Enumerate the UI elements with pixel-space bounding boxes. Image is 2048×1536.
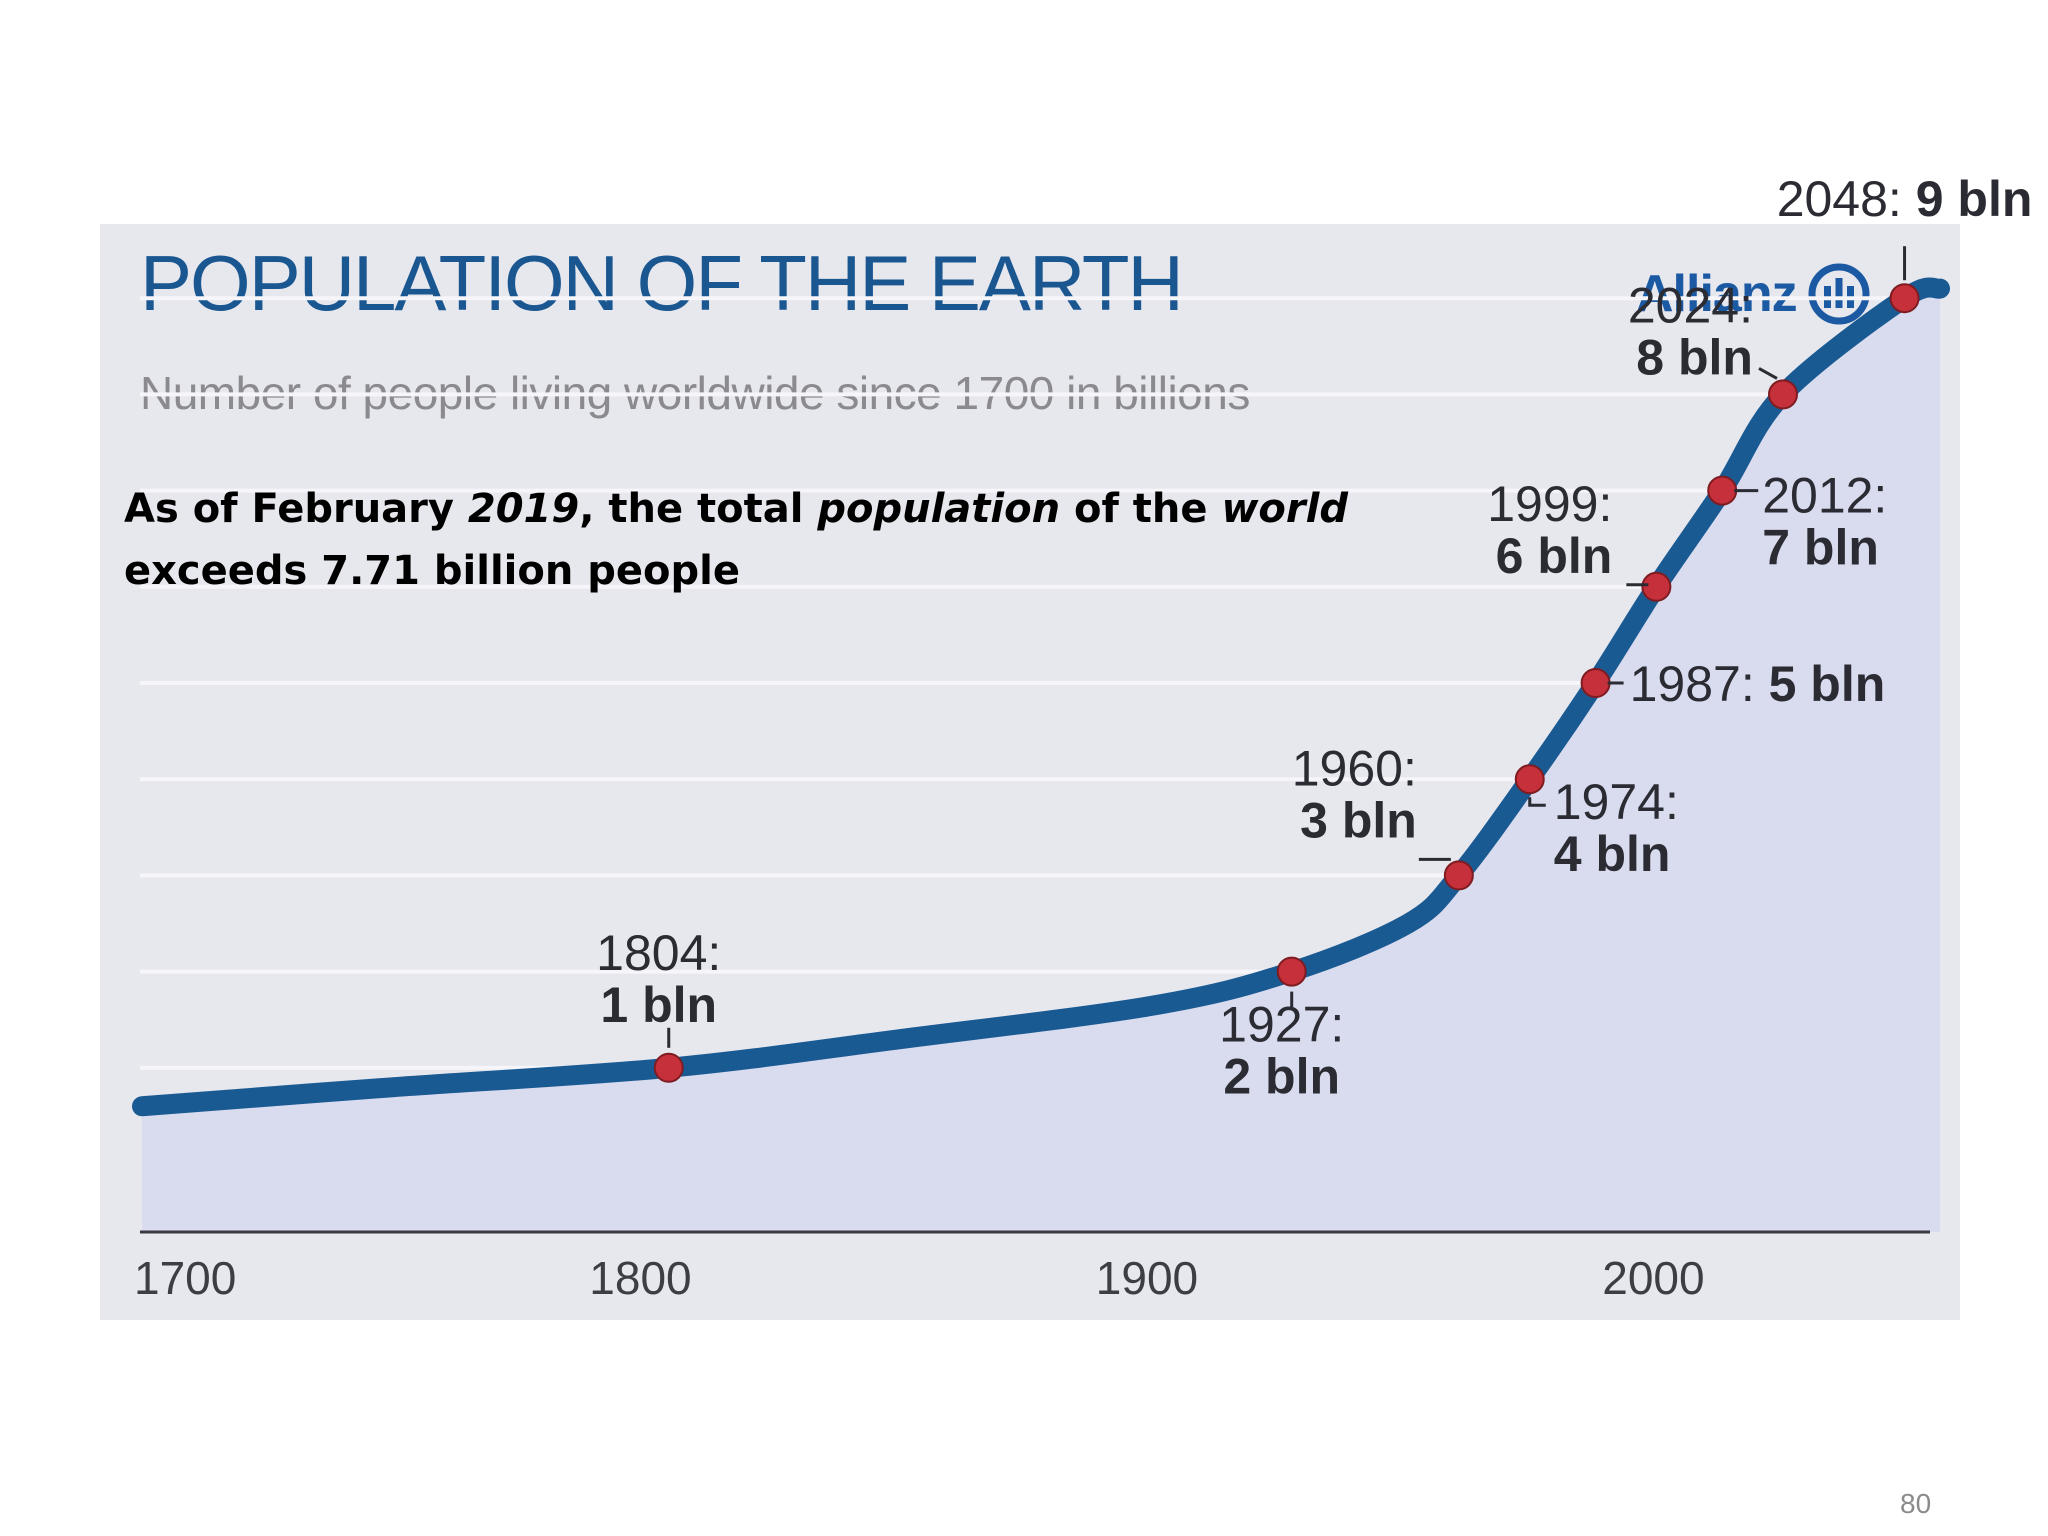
milestone-marker bbox=[655, 1054, 683, 1082]
x-tick-label: 1700 bbox=[134, 1252, 236, 1304]
note-part: of the bbox=[1060, 486, 1221, 532]
note-part: world bbox=[1221, 486, 1348, 532]
milestone-value: 1 bln bbox=[600, 977, 717, 1033]
milestone-marker bbox=[1769, 380, 1797, 408]
note-part: population bbox=[817, 486, 1060, 532]
milestone-marker bbox=[1278, 958, 1306, 986]
note-part: exceeds 7.71 billion people bbox=[124, 548, 740, 594]
milestone-year: 1960: bbox=[1292, 740, 1417, 796]
milestone-year: 1927: bbox=[1219, 997, 1344, 1053]
x-axis-ticks: 1700 1800 1900 2000 bbox=[134, 1252, 1705, 1304]
milestone-marker bbox=[1582, 669, 1610, 697]
note-part: As of February bbox=[124, 486, 468, 532]
milestone-marker bbox=[1891, 284, 1919, 312]
milestone-label: 1987: 5 bln bbox=[1630, 656, 1886, 712]
milestone-year: 1974: bbox=[1554, 774, 1679, 830]
milestone-label: 2048: 9 bln bbox=[1777, 171, 2033, 227]
milestone-year: 1987: bbox=[1630, 656, 1769, 712]
milestone-marker bbox=[1445, 861, 1473, 889]
x-tick-label: 1900 bbox=[1096, 1252, 1198, 1304]
note-part: , the total bbox=[579, 486, 817, 532]
page-number: 80 bbox=[1900, 1488, 1931, 1520]
x-tick-label: 2000 bbox=[1602, 1252, 1704, 1304]
milestone-leader bbox=[1759, 368, 1777, 378]
milestone-value: 9 bln bbox=[1916, 171, 2033, 227]
milestone-marker bbox=[1642, 573, 1670, 601]
milestone-value: 3 bln bbox=[1300, 792, 1417, 848]
milestone-value: 7 bln bbox=[1762, 520, 1879, 576]
population-note: As of February 2019, the total populatio… bbox=[124, 478, 1544, 602]
note-part: 2019 bbox=[468, 486, 579, 532]
milestone-value: 8 bln bbox=[1636, 329, 1753, 385]
x-tick-label: 1800 bbox=[589, 1252, 691, 1304]
milestone-marker bbox=[1708, 477, 1736, 505]
milestone-value: 5 bln bbox=[1769, 656, 1886, 712]
milestone-value: 4 bln bbox=[1554, 826, 1671, 882]
milestone-marker bbox=[1516, 765, 1544, 793]
milestone-value: 2 bln bbox=[1223, 1049, 1340, 1105]
milestone-year: 2012: bbox=[1762, 468, 1887, 524]
milestone-year: 1804: bbox=[596, 925, 721, 981]
milestone-year: 2024: bbox=[1628, 277, 1753, 333]
milestone-year: 2048: bbox=[1777, 171, 1916, 227]
